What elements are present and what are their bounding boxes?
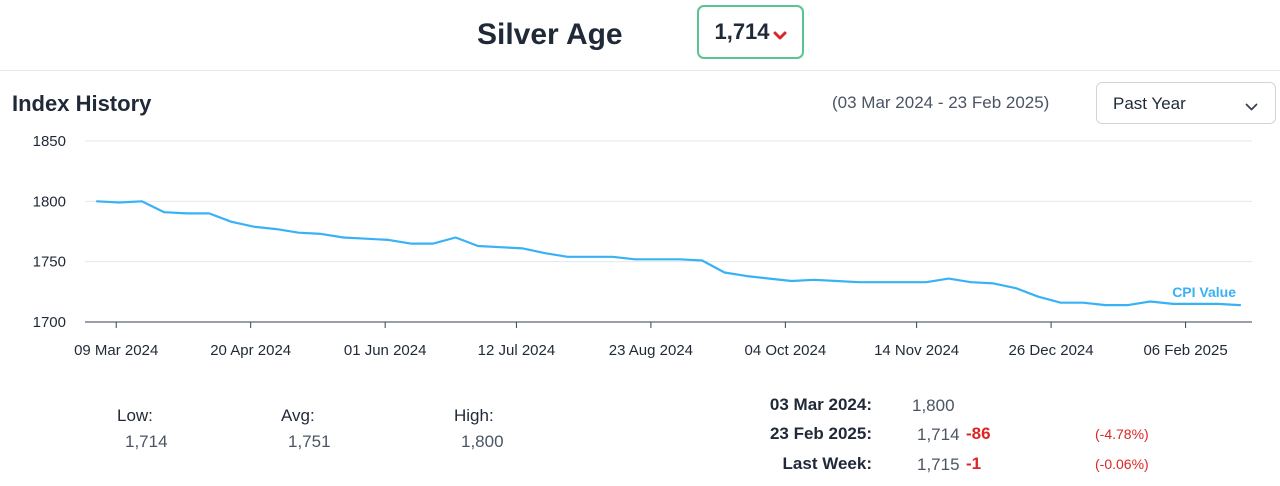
series-label: CPI Value [1172,284,1236,300]
x-tick-label: 12 Jul 2024 [478,342,556,359]
y-tick-label: 1750 [33,254,66,271]
x-tick-label: 04 Oct 2024 [744,342,826,359]
current-value-badge: 1,714 [697,5,804,59]
start-date-value: 1,800 [912,396,955,415]
end-date-change: -86 [966,424,991,443]
last-week-label: Last Week: [782,454,872,473]
current-value: 1,714 [714,19,770,44]
high-value: 1,800 [461,432,504,451]
x-tick-label: 01 Jun 2024 [344,342,427,359]
series-line-cpi-value [95,200,1242,307]
period-select[interactable]: Past Year [1096,82,1276,124]
low-label: Low: [117,406,153,425]
end-date-value: 1,714 [917,425,960,444]
start-date-label: 03 Mar 2024: [769,395,872,414]
chevron-down-icon [773,28,787,46]
page-title: Silver Age [477,18,623,51]
x-tick-label: 23 Aug 2024 [609,342,693,359]
date-range: (03 Mar 2024 - 23 Feb 2025) [832,93,1050,112]
y-tick-label: 1850 [33,133,66,150]
index-history-chart: 1700 1750 1800 1850 09 Mar 2024 20 Apr 2024 01… [33,133,1252,359]
header-bar: Silver Age 1,714 [0,0,1280,71]
avg-value: 1,751 [288,432,331,451]
x-tick-label: 20 Apr 2024 [210,342,291,359]
last-week-change: -1 [966,454,982,473]
period-select-value: Past Year [1113,94,1186,113]
x-tick-label: 26 Dec 2024 [1009,342,1094,359]
y-tick-label: 1800 [33,193,66,210]
end-date-change-pct: (-4.78%) [1095,426,1149,442]
x-tick-label: 06 Feb 2025 [1143,342,1227,359]
y-tick-label: 1700 [33,314,66,331]
chevron-down-icon [1245,99,1258,117]
end-date-label: 23 Feb 2025: [769,424,872,443]
x-tick-label: 14 Nov 2024 [874,342,959,359]
high-label: High: [454,406,494,425]
x-tick-label: 09 Mar 2024 [74,342,158,359]
index-history-title: Index History [12,91,152,116]
last-week-change-pct: (-0.06%) [1095,456,1149,472]
last-week-value: 1,715 [917,455,960,474]
low-value: 1,714 [125,432,168,451]
avg-label: Avg: [281,406,315,425]
